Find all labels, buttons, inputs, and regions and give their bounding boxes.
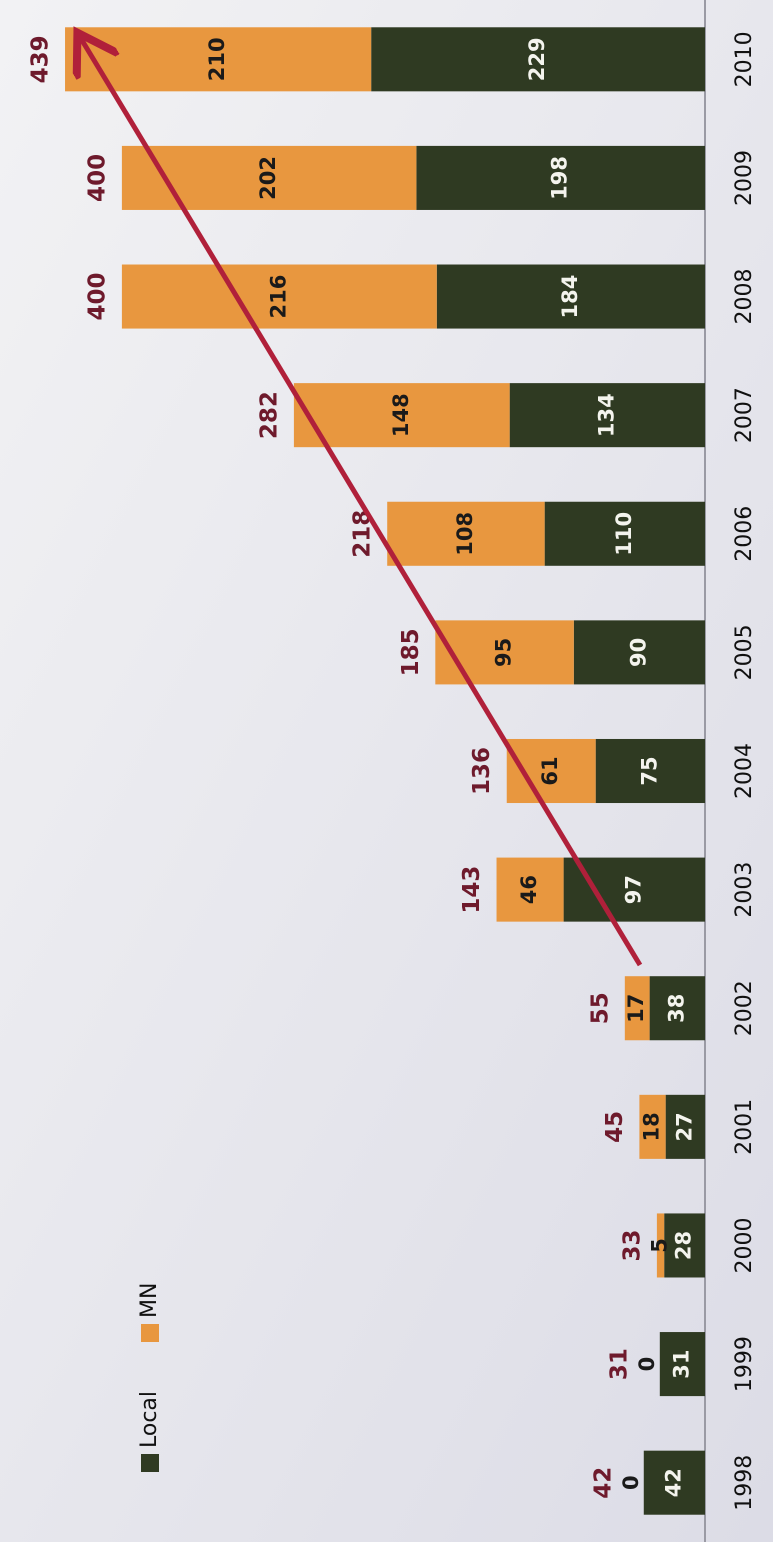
bar-segment: [643, 1450, 705, 1515]
bar-segment: [371, 27, 705, 92]
plot: 1998420421999310312000285332001271845200…: [28, 0, 757, 1542]
data-label: 229: [525, 37, 549, 81]
data-label: 27: [672, 1112, 696, 1141]
total-label: 400: [84, 273, 110, 321]
bar-segment: [659, 1332, 706, 1397]
bar-segment: [496, 857, 564, 922]
x-tick-label: 2007: [732, 387, 757, 443]
x-tick-label: 2010: [732, 31, 757, 87]
data-label: 17: [624, 994, 648, 1023]
legend-label: MN: [137, 1283, 162, 1318]
bar-segment: [665, 1094, 706, 1159]
x-tick-label: 2003: [732, 862, 757, 918]
data-label: 38: [664, 994, 688, 1023]
data-label: 61: [538, 756, 562, 785]
bar-segment: [544, 501, 706, 566]
bar-segment: [121, 264, 437, 329]
total-label: 136: [469, 747, 495, 795]
data-label: 134: [594, 393, 618, 437]
x-tick-label: 1999: [732, 1336, 757, 1392]
total-label: 33: [619, 1229, 645, 1261]
bar-segment: [509, 383, 705, 448]
x-tick-label: 2005: [732, 624, 757, 680]
total-label: 143: [459, 866, 485, 914]
x-tick-label: 2008: [732, 269, 757, 325]
legend-label: Local: [137, 1391, 162, 1448]
data-label: 42: [661, 1468, 685, 1497]
data-label: 210: [205, 37, 229, 81]
bar-segment: [435, 620, 574, 685]
x-tick-label: 1998: [732, 1455, 757, 1511]
data-label: 28: [672, 1231, 696, 1260]
data-label: 18: [640, 1112, 664, 1141]
bar-segment: [65, 27, 372, 92]
data-label: 46: [517, 875, 541, 904]
data-label: 75: [637, 756, 661, 785]
bar-segment: [656, 1213, 665, 1278]
data-label: 95: [492, 638, 516, 667]
data-label: 5: [648, 1238, 672, 1253]
data-label: 216: [266, 275, 290, 319]
x-tick-label: 2001: [732, 1099, 757, 1155]
bar-segment: [387, 501, 545, 566]
bar-segment: [639, 1094, 666, 1159]
data-label: 97: [621, 875, 645, 904]
total-label: 439: [28, 35, 54, 83]
data-label: 148: [389, 393, 413, 437]
data-label: 0: [635, 1357, 659, 1372]
total-label: 45: [602, 1111, 628, 1143]
x-tick-label: 2000: [732, 1217, 757, 1273]
data-label: 108: [453, 512, 477, 556]
bar-segment: [563, 857, 706, 922]
bar-segment: [416, 145, 705, 210]
total-label: 400: [84, 154, 110, 202]
bar-segment: [595, 738, 706, 804]
bar-segment: [649, 976, 705, 1041]
bar-segment: [436, 264, 705, 329]
bar-segment: [121, 145, 417, 210]
x-tick-label: 2009: [732, 150, 757, 206]
x-tick-label: 2002: [732, 980, 757, 1036]
bar-segment: [506, 738, 596, 804]
legend-swatch: [141, 1324, 159, 1342]
total-label: 185: [398, 628, 424, 676]
data-label: 31: [669, 1349, 693, 1378]
bar-segment: [293, 383, 510, 448]
total-label: 282: [256, 391, 282, 439]
data-label: 202: [256, 156, 280, 200]
trend-arrow: [80, 37, 643, 967]
bar-segment: [624, 976, 650, 1041]
data-label: 90: [626, 638, 650, 667]
data-label: 0: [619, 1475, 643, 1490]
total-label: 31: [606, 1348, 632, 1380]
bar-segment: [573, 620, 705, 685]
data-label: 198: [548, 156, 572, 200]
x-tick-label: 2004: [732, 743, 757, 799]
bar-segment: [664, 1213, 706, 1278]
total-label: 42: [590, 1467, 616, 1499]
data-label: 110: [612, 512, 636, 556]
total-label: 55: [587, 992, 613, 1024]
legend-swatch: [141, 1454, 159, 1472]
data-label: 184: [558, 275, 582, 319]
x-tick-label: 2006: [732, 506, 757, 562]
